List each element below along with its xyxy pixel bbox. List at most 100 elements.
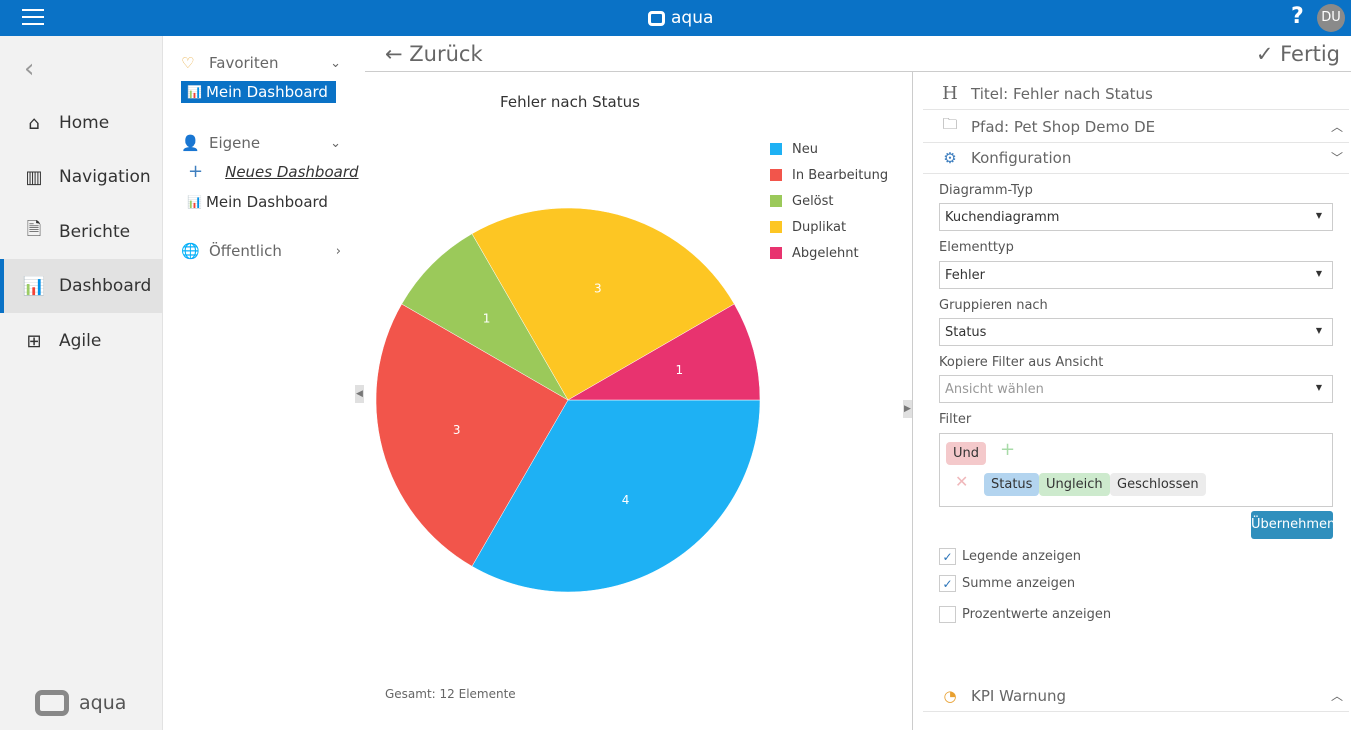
caret-down-icon: ▼ <box>1315 211 1322 220</box>
collapse-chevron-icon[interactable]: ‹ <box>24 54 35 84</box>
group-favorites[interactable]: ♡ Favoriten ⌄ <box>181 54 341 72</box>
filter-field-tag[interactable]: Status <box>984 473 1040 496</box>
filter-box: Und + ✕ Status Ungleich Geschlossen <box>939 433 1333 507</box>
caret-down-icon: ▼ <box>1315 326 1322 335</box>
pie-slice-duplikat[interactable] <box>471 207 735 401</box>
config-section-header[interactable]: ⚙ Konfiguration ﹀ <box>923 142 1349 174</box>
filter-value-tag[interactable]: Geschlossen <box>1110 473 1206 496</box>
field-label: Kopiere Filter aus Ansicht <box>939 355 1104 370</box>
group-by-select[interactable]: Status ▼ <box>939 318 1333 346</box>
aqua-logo-icon <box>35 690 69 716</box>
legend-item[interactable]: In Bearbeitung <box>770 162 888 188</box>
legend-item[interactable]: Gelöst <box>770 188 888 214</box>
remove-filter-icon[interactable]: ✕ <box>955 472 969 491</box>
show-sum-checkbox[interactable]: ✓ Summe anzeigen <box>939 575 1075 592</box>
pie-slice-in-bearbeitung[interactable] <box>375 303 569 567</box>
pie-chart: 4 3 1 3 1 <box>375 207 761 593</box>
group-label: Eigene <box>209 134 261 152</box>
sidebar-item-dashboard[interactable]: 📊 Dashboard <box>0 259 163 313</box>
chart-type-select[interactable]: Kuchendiagramm ▼ <box>939 203 1333 231</box>
sidebar-item-navigation[interactable]: ▥ Navigation <box>0 150 163 204</box>
pie-slice-neu[interactable] <box>471 399 761 593</box>
check-icon: ✓ <box>939 548 956 565</box>
legend-label: Duplikat <box>792 219 847 235</box>
dashboard-list: ♡ Favoriten ⌄ 📊 Mein Dashboard 👤 Eigene ⌄ + Ne… <box>163 36 365 730</box>
pie-data-label: 3 <box>594 282 602 296</box>
pie-data-label: 3 <box>453 423 461 437</box>
filter-label: Filter <box>939 412 972 427</box>
back-button[interactable]: ← Zurück <box>385 42 483 66</box>
title-value: Fehler nach Status <box>1012 84 1153 103</box>
select-value: Status <box>945 325 987 340</box>
select-value: Ansicht wählen <box>945 382 1044 397</box>
legend-item[interactable]: Abgelehnt <box>770 240 888 266</box>
legend-item[interactable]: Neu <box>770 136 888 162</box>
kpi-section-header[interactable]: ◔ KPI Warnung ︿ <box>923 680 1349 712</box>
element-type-select[interactable]: Fehler ▼ <box>939 261 1333 289</box>
legend-label: In Bearbeitung <box>792 167 889 183</box>
folder-icon: 🗀 <box>942 115 958 133</box>
collapse-left-handle[interactable]: ◀ <box>355 385 364 403</box>
report-icon: 🗎 <box>26 219 42 240</box>
filter-comparator-tag[interactable]: Ungleich <box>1039 473 1110 496</box>
app-name: aqua <box>671 8 714 28</box>
legend-swatch <box>770 247 782 259</box>
checkbox-label: Prozentwerte anzeigen <box>962 607 1112 622</box>
sidebar-item-berichte[interactable]: 🗎 Berichte <box>0 205 163 259</box>
filter-operator-tag[interactable]: Und <box>946 442 987 465</box>
pie-data-label: 1 <box>675 363 683 377</box>
chart-title: Fehler nach Status <box>500 93 640 111</box>
pie-slice-abgelehnt[interactable] <box>567 303 761 401</box>
title-label: Titel: <box>971 84 1009 103</box>
sidebar: ‹ ⌂ Home ▥ Navigation 🗎 Berichte 📊 Dashboard… <box>0 36 163 730</box>
done-button[interactable]: ✓ Fertig <box>1256 42 1340 66</box>
show-legend-checkbox[interactable]: ✓ Legende anzeigen <box>939 548 1081 565</box>
sidebar-logo: aqua <box>35 690 126 716</box>
chart-total: Gesamt: 12 Elemente <box>385 687 516 701</box>
sidebar-item-agile[interactable]: ⊞ Agile <box>0 314 163 368</box>
title-row[interactable]: H Titel: Fehler nach Status <box>923 78 1349 110</box>
item-label: Mein Dashboard <box>205 83 328 101</box>
check-icon: ✓ <box>1255 42 1274 66</box>
sidebar-item-label: Berichte <box>59 222 131 242</box>
add-filter-icon[interactable]: + <box>1000 439 1016 460</box>
select-value: Fehler <box>945 268 985 283</box>
legend-label: Neu <box>792 141 818 157</box>
apply-button[interactable]: Übernehmen <box>1251 511 1335 539</box>
legend-label: Gelöst <box>792 193 834 209</box>
checkbox-label: Legende anzeigen <box>962 549 1082 564</box>
select-value: Kuchendiagramm <box>945 210 1060 225</box>
avatar[interactable]: DU <box>1317 4 1345 32</box>
group-public[interactable]: 🌐 Öffentlich › <box>181 242 341 260</box>
top-bar: aqua ? DU <box>0 0 1351 36</box>
done-label: Fertig <box>1280 42 1340 66</box>
legend-item[interactable]: Duplikat <box>770 214 888 240</box>
own-dashboard-item[interactable]: 📊 Mein Dashboard <box>187 193 328 211</box>
help-icon[interactable]: ? <box>1291 4 1304 29</box>
checkbox-box <box>939 606 956 623</box>
favorite-dashboard-item[interactable]: 📊 Mein Dashboard <box>181 81 336 103</box>
chart-area: ← Zurück ✓ Fertig Fehler nach Status 4 3 1… <box>355 36 1351 730</box>
sidebar-item-label: Agile <box>59 331 102 351</box>
chevron-down-icon: ﹀ <box>1330 151 1343 165</box>
collapse-right-handle[interactable]: ▶ <box>903 400 912 418</box>
check-icon: ✓ <box>939 575 956 592</box>
item-label: Neues Dashboard <box>225 162 359 181</box>
heart-icon: ♡ <box>181 54 195 72</box>
show-percent-checkbox[interactable]: Prozentwerte anzeigen <box>939 606 1111 623</box>
heading-icon: H <box>942 83 958 104</box>
path-row[interactable]: 🗀 Pfad: Pet Shop Demo DE ︿ <box>923 111 1349 143</box>
item-label: Mein Dashboard <box>205 193 328 211</box>
sidebar-item-home[interactable]: ⌂ Home <box>0 96 163 150</box>
chevron-right-icon: › <box>335 243 341 259</box>
caret-down-icon: ▼ <box>1315 383 1322 392</box>
chevron-down-icon: ⌄ <box>330 55 341 71</box>
new-dashboard-link[interactable]: + Neues Dashboard <box>188 161 359 182</box>
group-label: Öffentlich <box>209 242 282 260</box>
copy-filter-select[interactable]: Ansicht wählen ▼ <box>939 375 1333 403</box>
plus-icon: + <box>188 161 204 182</box>
menu-icon[interactable] <box>22 9 44 27</box>
group-own[interactable]: 👤 Eigene ⌄ <box>181 134 341 152</box>
pie-slice-gelöst[interactable] <box>401 233 569 401</box>
group-label: Favoriten <box>209 54 279 72</box>
